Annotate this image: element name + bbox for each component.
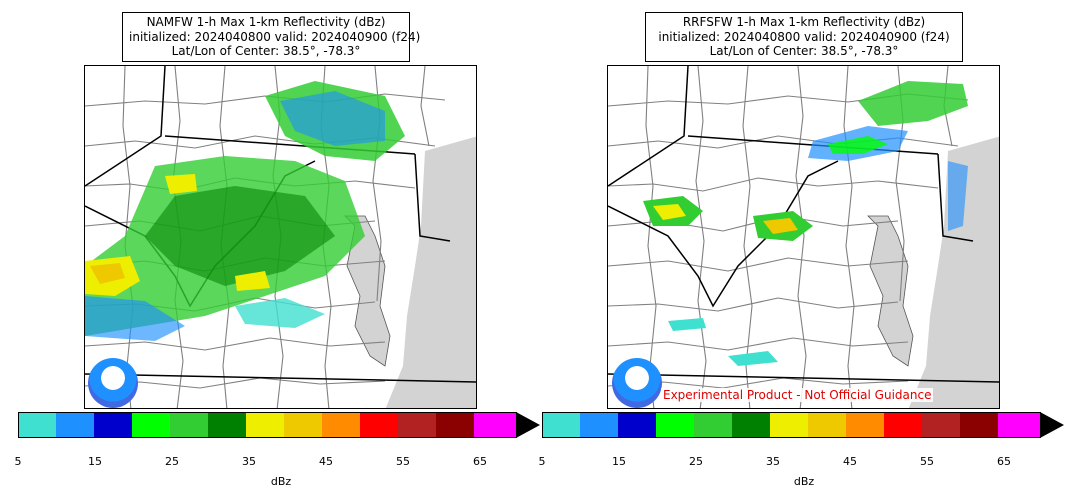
colorbar-label: dBz bbox=[793, 475, 815, 488]
reflectivity-echoes bbox=[85, 81, 405, 341]
colorbar bbox=[18, 412, 543, 438]
colorbar-tick: 65 bbox=[473, 455, 487, 468]
colorbar-swatch bbox=[998, 412, 1041, 438]
colorbar-swatch bbox=[808, 412, 846, 438]
colorbar-swatch bbox=[694, 412, 732, 438]
reflectivity-map bbox=[84, 65, 477, 409]
colorbar-swatch bbox=[474, 412, 517, 438]
colorbar-swatch bbox=[580, 412, 618, 438]
bay-area bbox=[867, 215, 914, 367]
panel-rrfsfw: RRFSFW 1-h Max 1-km Reflectivity (dBz) i… bbox=[538, 0, 1080, 503]
colorbar-swatch bbox=[884, 412, 922, 438]
colorbar-tick: 25 bbox=[689, 455, 703, 468]
colorbar-tick: 35 bbox=[242, 455, 256, 468]
reflectivity-echoes bbox=[643, 81, 968, 366]
ocean-area bbox=[385, 136, 476, 408]
colorbar-swatch bbox=[132, 412, 170, 438]
colorbar-swatch bbox=[56, 412, 94, 438]
title-line-times: initialized: 2024040800 valid: 202404090… bbox=[129, 29, 421, 44]
colorbar-swatch bbox=[94, 412, 132, 438]
colorbar-swatch bbox=[618, 412, 656, 438]
colorbar-swatch bbox=[284, 412, 322, 438]
panel-title-box: NAMFW 1-h Max 1-km Reflectivity (dBz) in… bbox=[122, 12, 421, 62]
title-line-product: RRFSFW 1-h Max 1-km Reflectivity (dBz) bbox=[682, 15, 926, 29]
colorbar bbox=[542, 412, 1067, 438]
colorbar-swatch bbox=[960, 412, 998, 438]
colorbar-swatch bbox=[922, 412, 960, 438]
colorbar-tick: 5 bbox=[14, 455, 22, 468]
bay-area bbox=[344, 215, 391, 367]
colorbar-label: dBz bbox=[270, 475, 292, 488]
ocean-area bbox=[908, 136, 999, 408]
title-line-center: Lat/Lon of Center: 38.5°, -78.3° bbox=[709, 44, 899, 58]
colorbar-tick: 65 bbox=[997, 455, 1011, 468]
title-line-times: initialized: 2024040800 valid: 202404090… bbox=[658, 29, 950, 44]
colorbar-swatch bbox=[246, 412, 284, 438]
colorbar-tick: 35 bbox=[766, 455, 780, 468]
colorbar-swatch bbox=[18, 412, 57, 438]
map-svg bbox=[85, 66, 476, 408]
colorbar-swatch bbox=[170, 412, 208, 438]
colorbar-swatch bbox=[322, 412, 360, 438]
panel-title-box: RRFSFW 1-h Max 1-km Reflectivity (dBz) i… bbox=[645, 12, 963, 62]
colorbar-extend-arrow bbox=[1040, 412, 1064, 438]
colorbar-tick: 5 bbox=[538, 455, 546, 468]
colorbar-swatch bbox=[398, 412, 436, 438]
colorbar-tick: 45 bbox=[319, 455, 333, 468]
colorbar-tick: 15 bbox=[612, 455, 626, 468]
title-line-product: NAMFW 1-h Max 1-km Reflectivity (dBz) bbox=[146, 15, 386, 29]
colorbar-swatch bbox=[656, 412, 694, 438]
reflectivity-map bbox=[607, 65, 1000, 409]
title-line-center: Lat/Lon of Center: 38.5°, -78.3° bbox=[171, 44, 361, 58]
colorbar-swatch bbox=[436, 412, 474, 438]
experimental-watermark: Experimental Product - Not Official Guid… bbox=[661, 388, 934, 402]
noaa-logo bbox=[612, 358, 662, 408]
colorbar-swatch bbox=[542, 412, 581, 438]
panel-namfw: NAMFW 1-h Max 1-km Reflectivity (dBz) in… bbox=[14, 12, 543, 488]
colorbar-tick: 55 bbox=[396, 455, 410, 468]
colorbar-tick: 55 bbox=[920, 455, 934, 468]
noaa-logo bbox=[88, 358, 138, 408]
colorbar-swatch bbox=[770, 412, 808, 438]
county-lines bbox=[608, 66, 969, 408]
colorbar-tick: 15 bbox=[88, 455, 102, 468]
colorbar-swatch bbox=[208, 412, 246, 438]
map-svg bbox=[608, 66, 999, 408]
colorbar-extend-arrow bbox=[516, 412, 540, 438]
colorbar-tick: 45 bbox=[843, 455, 857, 468]
colorbar-swatch bbox=[846, 412, 884, 438]
colorbar-swatch bbox=[360, 412, 398, 438]
colorbar-swatch bbox=[732, 412, 770, 438]
colorbar-tick: 25 bbox=[165, 455, 179, 468]
